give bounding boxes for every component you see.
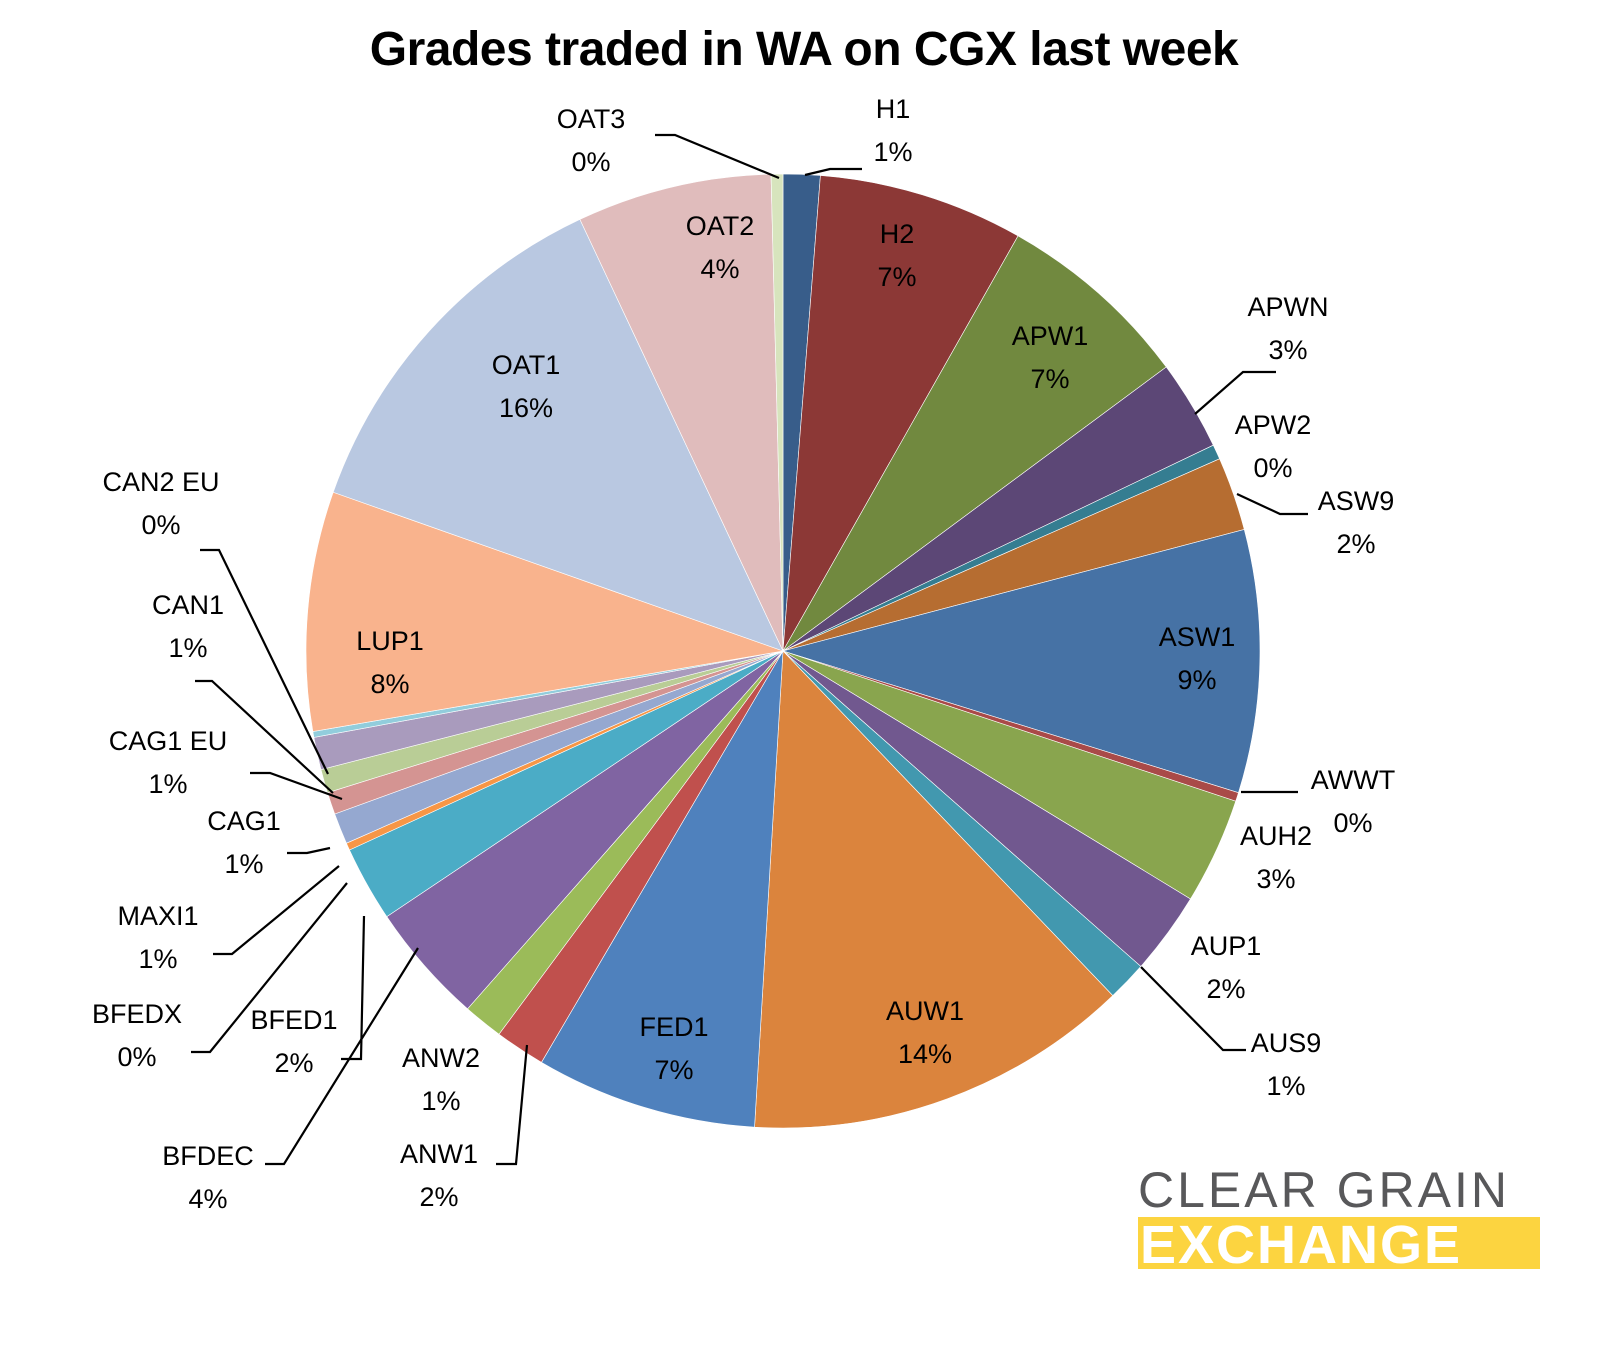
slice-percent-apwn: 3% [1268, 335, 1307, 365]
slice-label-apwn: APWN [1248, 292, 1329, 322]
slice-percent-aup1: 2% [1206, 974, 1245, 1004]
slice-label-bfedx: BFEDX [92, 999, 182, 1029]
slice-label-cag1: CAG1 [207, 806, 281, 836]
slice-percent-cag1: 1% [224, 849, 263, 879]
slice-percent-anw1: 2% [419, 1182, 458, 1212]
clear-grain-exchange-logo: CLEAR GRAIN EXCHANGE [1138, 1165, 1540, 1269]
slice-label-awwt: AWWT [1311, 765, 1395, 795]
slice-label-bfed1: BFED1 [250, 1005, 337, 1035]
slice-percent-maxi1: 1% [138, 944, 177, 974]
slice-label-asw9: ASW9 [1318, 486, 1395, 516]
slice-percent-oat1: 16% [499, 393, 553, 423]
logo-line-1: CLEAR GRAIN [1138, 1162, 1510, 1218]
slice-label-maxi1: MAXI1 [117, 901, 198, 931]
slice-label-oat3: OAT3 [557, 104, 626, 134]
slice-label-cag1-eu: CAG1 EU [109, 726, 228, 756]
slice-label-h2: H2 [880, 219, 915, 249]
slice-label-asw1: ASW1 [1159, 622, 1236, 652]
slice-label-bfdec: BFDEC [162, 1141, 254, 1171]
slice-percent-oat2: 4% [700, 254, 739, 284]
slice-label-anw2: ANW2 [402, 1043, 480, 1073]
leader-lines [191, 133, 1308, 1166]
slice-percent-bfed1: 2% [274, 1048, 313, 1078]
leader-line-can2-eu [200, 548, 329, 775]
pie-slice-auw1 [754, 650, 1114, 1129]
slice-percent-asw1: 9% [1177, 665, 1216, 695]
slice-labels: H1 1% H2 7% APW1 7% APWN 3% APW2 0% ASW9 2% ASW1 9% AW… [92, 94, 1395, 1214]
pie-slice-oat2 [579, 173, 784, 652]
pie-slice-apw1 [782, 235, 1167, 652]
slice-percent-auh2: 3% [1256, 864, 1295, 894]
leader-line-bfdec [265, 947, 419, 1166]
leader-line-can1 [195, 679, 334, 794]
slice-label-lup1: LUP1 [356, 626, 424, 656]
slice-percent-bfedx: 0% [117, 1042, 156, 1072]
logo-line-2: EXCHANGE [1138, 1217, 1540, 1269]
leader-line-cag1-eu [250, 771, 343, 801]
leader-line-anw1 [496, 1044, 529, 1166]
pie-slice-fed1 [541, 650, 784, 1128]
slice-label-anw1: ANW1 [400, 1139, 478, 1169]
slice-percent-anw2: 1% [421, 1086, 460, 1116]
leader-line-cag1 [287, 846, 331, 855]
slice-label-aup1: AUP1 [1191, 931, 1262, 961]
pie-slice-oat1 [332, 219, 784, 652]
slice-percent-bfdec: 4% [188, 1184, 227, 1214]
chart-title: Grades traded in WA on CGX last week [369, 23, 1239, 76]
slice-label-oat2: OAT2 [686, 211, 755, 241]
slice-label-can1: CAN1 [152, 590, 224, 620]
leader-line-asw9 [1236, 493, 1308, 516]
leader-line-bfed1 [341, 915, 366, 1061]
slice-percent-fed1: 7% [654, 1055, 693, 1085]
slice-percent-can1: 1% [168, 633, 207, 663]
leader-line-h1 [804, 167, 862, 177]
leader-line-apwn [1194, 370, 1276, 415]
slice-percent-auw1: 14% [898, 1039, 952, 1069]
slice-percent-can2-eu: 0% [141, 510, 180, 540]
slice-percent-h2: 7% [877, 262, 916, 292]
leader-line-oat3 [655, 133, 780, 180]
pie-slices [305, 173, 1261, 1129]
pie-slice-asw1 [781, 529, 1261, 794]
slice-percent-cag1-eu: 1% [148, 769, 187, 799]
slice-label-h1: H1 [876, 94, 911, 124]
leader-line-maxi1 [213, 865, 340, 956]
slice-percent-aus9: 1% [1266, 1071, 1305, 1101]
slice-label-auw1: AUW1 [886, 996, 964, 1026]
leader-line-bfedx [191, 882, 348, 1054]
slice-label-oat1: OAT1 [492, 350, 561, 380]
slice-label-apw2: APW2 [1235, 410, 1312, 440]
slice-label-aus9: AUS9 [1251, 1028, 1322, 1058]
slice-percent-apw1: 7% [1030, 364, 1069, 394]
slice-percent-asw9: 2% [1336, 529, 1375, 559]
slice-percent-oat3: 0% [571, 147, 610, 177]
slice-percent-apw2: 0% [1253, 453, 1292, 483]
leader-line-aus9 [1140, 966, 1246, 1052]
slice-percent-h1: 1% [873, 137, 912, 167]
slice-label-auh2: AUH2 [1240, 821, 1312, 851]
pie-slice-h2 [782, 175, 1019, 652]
pie-slice-lup1 [305, 491, 785, 732]
slice-label-can2-eu: CAN2 EU [102, 467, 219, 497]
slice-label-apw1: APW1 [1012, 321, 1089, 351]
slice-label-fed1: FED1 [639, 1012, 708, 1042]
slice-percent-lup1: 8% [370, 669, 409, 699]
slice-percent-awwt: 0% [1333, 808, 1372, 838]
